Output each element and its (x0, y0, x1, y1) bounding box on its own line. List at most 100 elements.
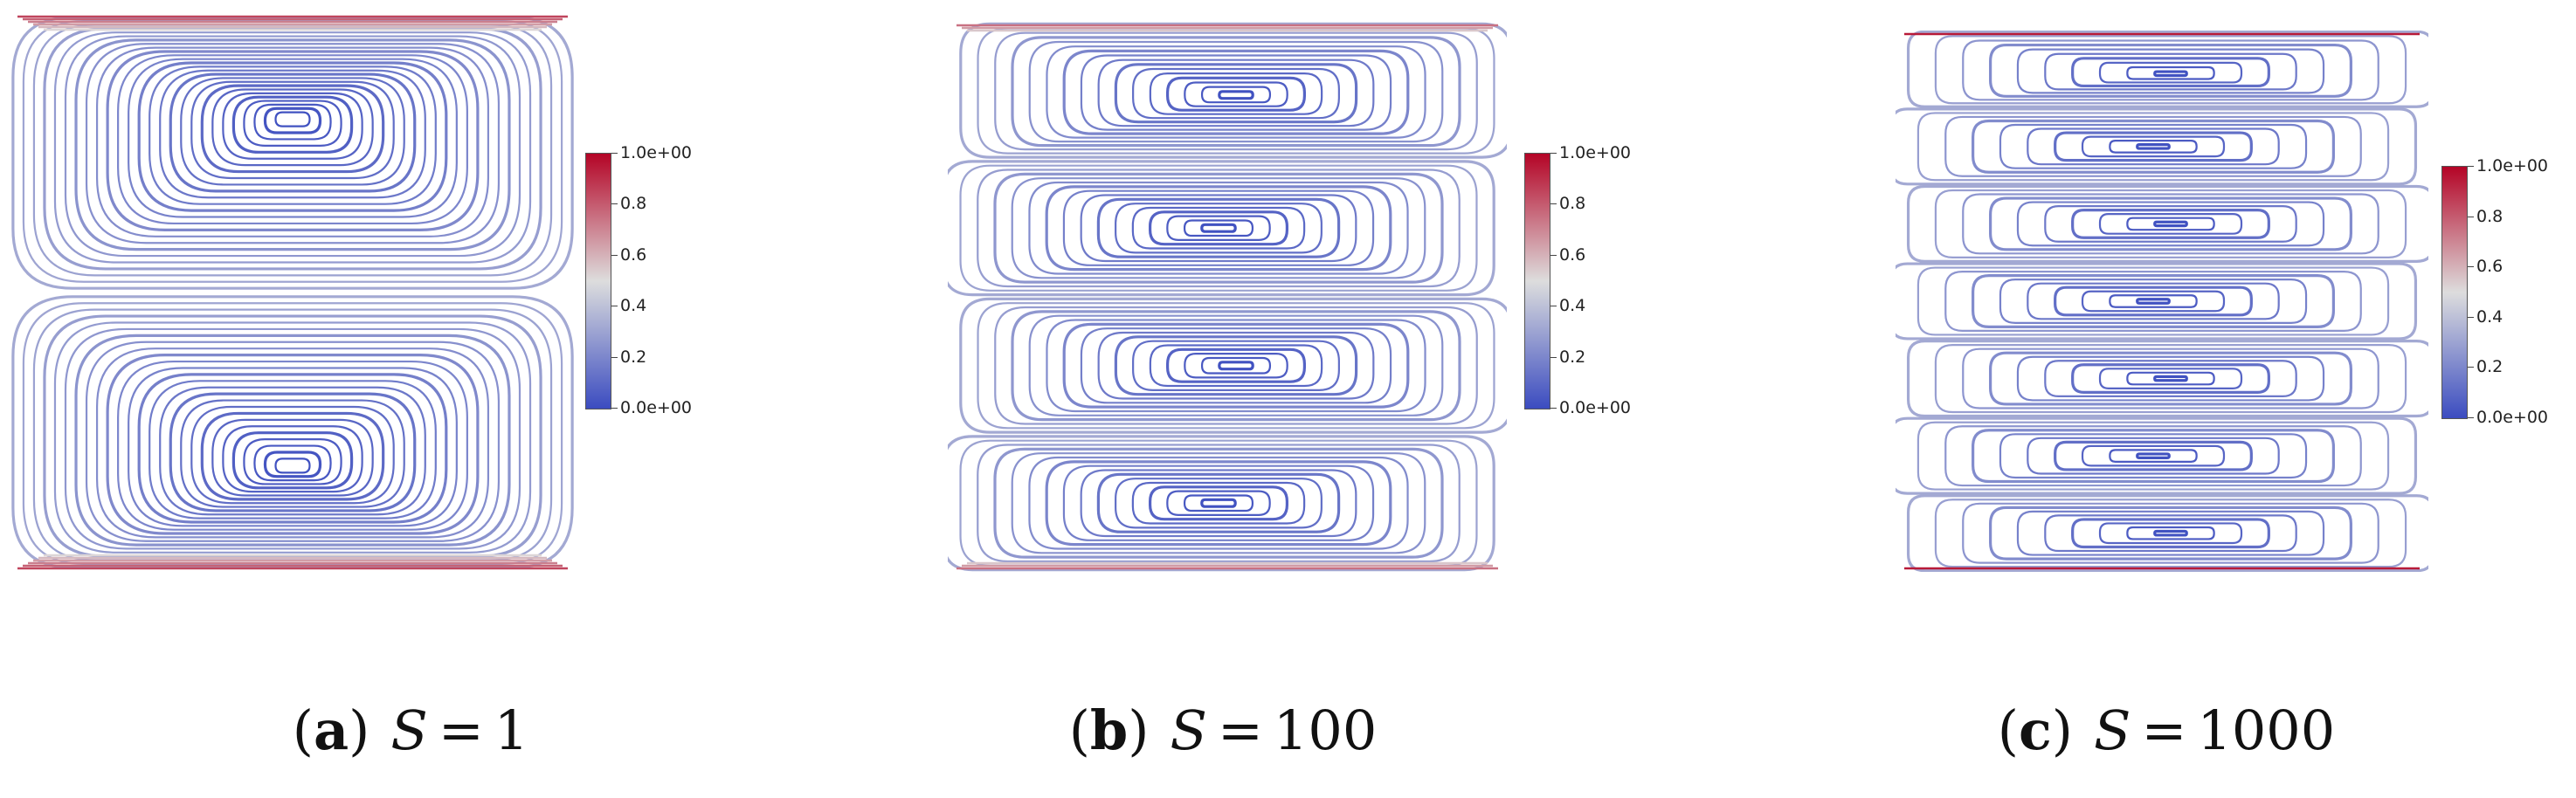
streamline (2044, 360, 2297, 397)
colorbar-tick-label: 0.2 (2476, 357, 2503, 377)
streamline (1896, 262, 2418, 341)
streamline (1062, 189, 1375, 266)
streamline (1200, 223, 1237, 233)
streamline (106, 50, 480, 231)
colorbar-tickmark (2468, 367, 2474, 368)
streamline (2136, 143, 2171, 150)
streamline (1096, 197, 1341, 258)
streamline (2098, 61, 2243, 84)
streamline (1916, 112, 2390, 182)
streamline (2126, 65, 2215, 80)
colorbar-tick-label: 1.0e+00 (620, 143, 693, 162)
streamline (993, 172, 1444, 284)
colorbar-tick-label: 0.0e+00 (620, 398, 693, 417)
streamline (1916, 266, 2390, 336)
streamline (1962, 347, 2379, 409)
streamline (1028, 314, 1444, 416)
streamline (1080, 469, 1357, 538)
streamline (2153, 375, 2188, 382)
streamline (117, 54, 468, 225)
streamline (1132, 340, 1340, 391)
streamline (128, 367, 458, 527)
caption-a: (a) S = 1 (292, 698, 529, 762)
streamline (1046, 319, 1426, 413)
streamline (263, 451, 322, 478)
streamline (1011, 452, 1426, 554)
streamline-plot-b (948, 22, 1507, 572)
caption-letter-a: a (313, 698, 349, 762)
colorbar-tickmark (1550, 203, 1557, 205)
streamline (1149, 344, 1323, 388)
colorbar-tick-label: 0.6 (2476, 257, 2503, 277)
streamline (263, 107, 322, 134)
streamline (2044, 514, 2297, 553)
streamline (253, 103, 332, 141)
streamline (2126, 526, 2215, 540)
streamline (1962, 502, 2379, 564)
streamline (243, 438, 342, 485)
streamline (959, 164, 1478, 292)
streamline (1062, 322, 1410, 409)
streamline (1115, 203, 1323, 254)
streamline (2153, 529, 2188, 537)
streamline (95, 347, 490, 539)
caption-letter-c: c (2019, 698, 2052, 762)
streamline (1200, 86, 1272, 104)
caption-value-c: 1000 (2197, 698, 2336, 762)
streamline (2071, 57, 2270, 88)
streamline (2071, 518, 2270, 549)
streamline (948, 435, 1495, 572)
streamline (22, 20, 563, 283)
streamline (1011, 310, 1461, 422)
streamline (85, 43, 501, 244)
streamline (977, 169, 1461, 288)
streamline (180, 399, 405, 508)
streamline (1011, 36, 1461, 148)
streamline (1896, 416, 2418, 495)
streamline (1916, 421, 2390, 491)
streamline (211, 418, 374, 497)
streamline (2109, 140, 2198, 154)
streamline (1132, 67, 1340, 120)
colorbar-tickmark (611, 254, 618, 256)
streamline (190, 405, 395, 505)
streamline (95, 46, 490, 237)
streamline (1114, 63, 1358, 124)
streamline (1972, 274, 2335, 328)
streamline (2016, 48, 2325, 94)
streamline (117, 360, 468, 531)
streamline (1200, 356, 1272, 375)
streamline (2054, 285, 2253, 317)
streamline (2153, 70, 2188, 78)
streamline (977, 302, 1495, 430)
streamline (2081, 444, 2226, 467)
streamline (977, 444, 1461, 563)
streamline (1131, 206, 1306, 250)
streamline (2153, 220, 2188, 228)
streamline (977, 27, 1495, 155)
streamline (1115, 478, 1323, 529)
streamline (2109, 294, 2198, 308)
caption-variable-a: S (390, 698, 428, 762)
streamline (1944, 270, 2362, 333)
streamline (169, 392, 417, 513)
streamline (1062, 464, 1375, 541)
colorbar-tick-label: 0.8 (1559, 194, 1586, 214)
streamline (231, 431, 354, 490)
streamline (274, 111, 311, 127)
colorbar-tick-label: 0.0e+00 (1559, 398, 1632, 417)
streamline (1166, 490, 1271, 516)
colorbar-tick-label: 1.0e+00 (2476, 156, 2549, 175)
streamline (64, 327, 521, 550)
streamline (53, 321, 532, 554)
streamline (1989, 196, 2352, 251)
streamline (211, 88, 374, 167)
streamline (243, 100, 342, 147)
colorbar-tickmark (2468, 316, 2474, 318)
streamline (53, 31, 532, 264)
streamline (1906, 31, 2428, 108)
colorbar-tick-label: 0.2 (620, 347, 647, 367)
streamline (43, 27, 542, 271)
streamline (1999, 123, 2308, 169)
